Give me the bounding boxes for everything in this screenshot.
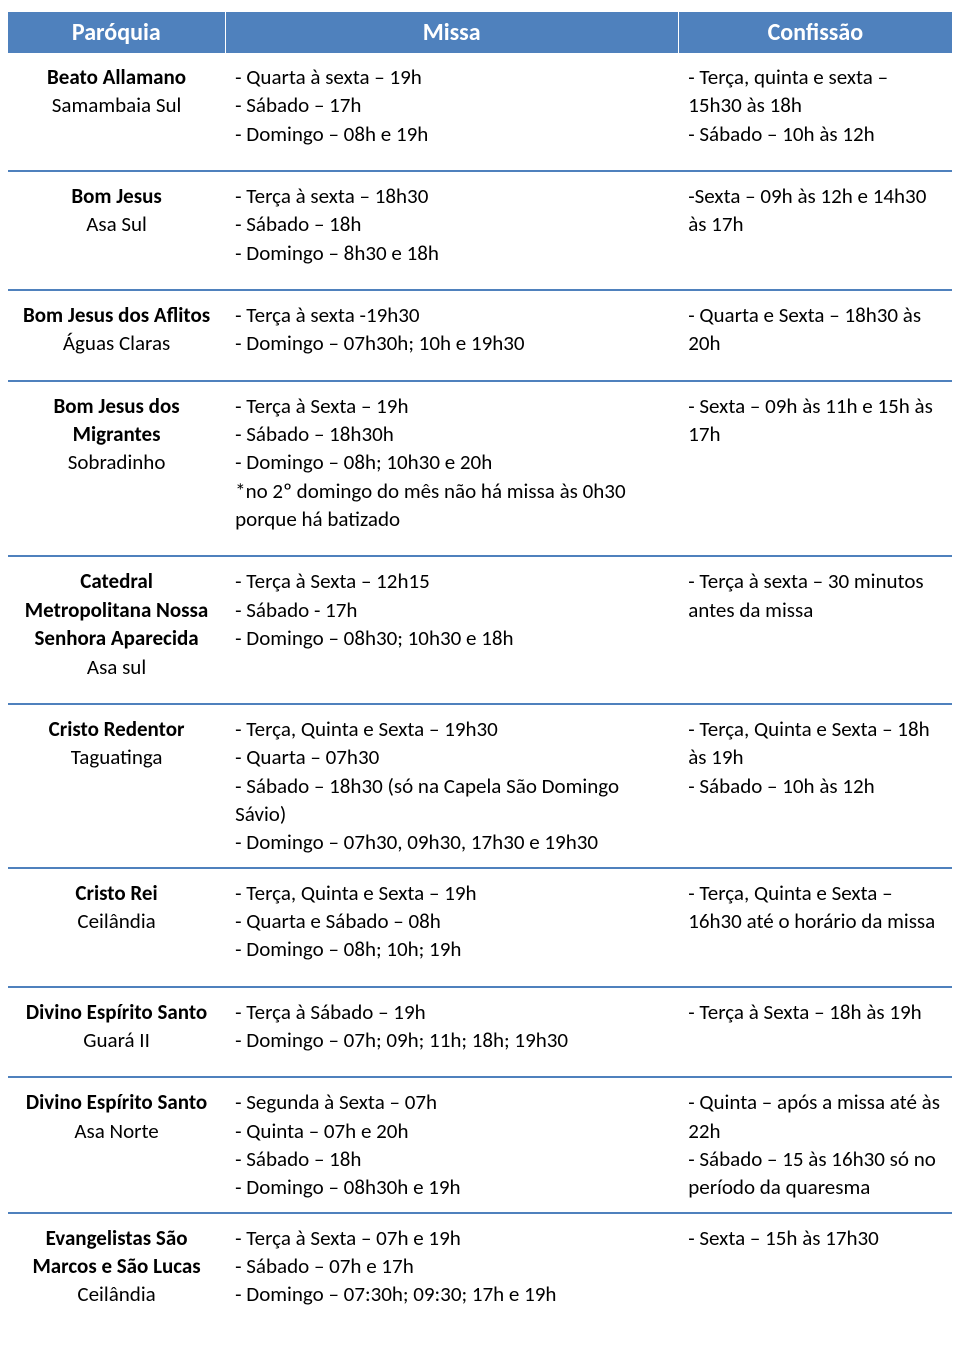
header-missa: Missa: [225, 12, 678, 53]
paroquia-nome: Divino Espírito Santo: [18, 1088, 215, 1116]
header-confissao: Confissão: [678, 12, 952, 53]
table-row: Cristo RedentorTaguatinga- Terça, Quinta…: [8, 704, 952, 868]
cell-missa: - Terça à sexta -19h30 - Domingo – 07h30…: [225, 290, 678, 381]
cell-paroquia: Bom Jesus dos MigrantesSobradinho: [8, 381, 225, 557]
cell-paroquia: Evangelistas São Marcos e São LucasCeilâ…: [8, 1213, 225, 1331]
cell-paroquia: Bom JesusAsa Sul: [8, 171, 225, 290]
paroquia-nome: Bom Jesus dos Aflitos: [18, 301, 215, 329]
paroquia-nome: Beato Allamano: [18, 63, 215, 91]
header-row: Paróquia Missa Confissão: [8, 12, 952, 53]
table-row: Beato AllamanoSamambaia Sul- Quarta à se…: [8, 53, 952, 171]
paroquia-nome: Cristo Rei: [18, 879, 215, 907]
table-row: Evangelistas São Marcos e São LucasCeilâ…: [8, 1213, 952, 1331]
cell-confissao: - Terça, Quinta e Sexta – 18h às 19h - S…: [678, 704, 952, 868]
cell-paroquia: Beato AllamanoSamambaia Sul: [8, 53, 225, 171]
paroquia-nome: Bom Jesus: [18, 182, 215, 210]
cell-missa: - Terça, Quinta e Sexta – 19h - Quarta e…: [225, 868, 678, 987]
cell-confissao: - Quinta – após a missa até às 22h - Sáb…: [678, 1077, 952, 1212]
paroquia-nome: Divino Espírito Santo: [18, 998, 215, 1026]
cell-paroquia: Cristo RedentorTaguatinga: [8, 704, 225, 868]
table-row: Bom Jesus dos MigrantesSobradinho- Terça…: [8, 381, 952, 557]
cell-paroquia: Divino Espírito SantoAsa Norte: [8, 1077, 225, 1212]
cell-confissao: -Sexta – 09h às 12h e 14h30 às 17h: [678, 171, 952, 290]
cell-confissao: - Sexta – 09h às 11h e 15h às 17h: [678, 381, 952, 557]
table-row: Bom JesusAsa Sul- Terça à sexta – 18h30 …: [8, 171, 952, 290]
cell-missa: - Terça à Sexta – 19h - Sábado – 18h30h …: [225, 381, 678, 557]
cell-missa: - Terça à sexta – 18h30 - Sábado – 18h -…: [225, 171, 678, 290]
cell-confissao: - Terça, quinta e sexta – 15h30 às 18h -…: [678, 53, 952, 171]
schedule-table: Paróquia Missa Confissão Beato AllamanoS…: [8, 12, 952, 1331]
cell-paroquia: Bom Jesus dos AflitosÁguas Claras: [8, 290, 225, 381]
paroquia-local: Sobradinho: [18, 448, 215, 476]
paroquia-local: Asa Norte: [18, 1117, 215, 1145]
cell-confissao: - Terça à sexta – 30 minutos antes da mi…: [678, 556, 952, 703]
table-row: Cristo ReiCeilândia- Terça, Quinta e Sex…: [8, 868, 952, 987]
cell-confissao: - Terça, Quinta e Sexta – 16h30 até o ho…: [678, 868, 952, 987]
cell-confissao: - Quarta e Sexta – 18h30 às 20h: [678, 290, 952, 381]
paroquia-local: Ceilândia: [18, 1280, 215, 1308]
cell-missa: - Segunda à Sexta – 07h - Quinta – 07h e…: [225, 1077, 678, 1212]
paroquia-local: Guará II: [18, 1026, 215, 1054]
cell-confissao: - Sexta – 15h às 17h30: [678, 1213, 952, 1331]
paroquia-nome: Cristo Redentor: [18, 715, 215, 743]
cell-confissao: - Terça à Sexta – 18h às 19h: [678, 987, 952, 1078]
cell-paroquia: Catedral Metropolitana Nossa Senhora Apa…: [8, 556, 225, 703]
table-row: Catedral Metropolitana Nossa Senhora Apa…: [8, 556, 952, 703]
paroquia-local: Samambaia Sul: [18, 91, 215, 119]
cell-missa: - Terça à Sexta – 07h e 19h - Sábado – 0…: [225, 1213, 678, 1331]
paroquia-local: Taguatinga: [18, 743, 215, 771]
paroquia-nome: Catedral Metropolitana Nossa Senhora Apa…: [18, 567, 215, 652]
paroquia-local: Ceilândia: [18, 907, 215, 935]
cell-missa: - Terça à Sábado – 19h - Domingo – 07h; …: [225, 987, 678, 1078]
table-row: Divino Espírito SantoGuará II- Terça à S…: [8, 987, 952, 1078]
paroquia-local: Águas Claras: [18, 329, 215, 357]
table-row: Divino Espírito SantoAsa Norte- Segunda …: [8, 1077, 952, 1212]
paroquia-local: Asa Sul: [18, 210, 215, 238]
cell-missa: - Quarta à sexta – 19h - Sábado – 17h - …: [225, 53, 678, 171]
cell-missa: - Terça, Quinta e Sexta – 19h30 - Quarta…: [225, 704, 678, 868]
paroquia-nome: Bom Jesus dos Migrantes: [18, 392, 215, 449]
paroquia-nome: Evangelistas São Marcos e São Lucas: [18, 1224, 215, 1281]
cell-paroquia: Divino Espírito SantoGuará II: [8, 987, 225, 1078]
paroquia-local: Asa sul: [18, 653, 215, 681]
cell-missa: - Terça à Sexta – 12h15 - Sábado - 17h -…: [225, 556, 678, 703]
table-row: Bom Jesus dos AflitosÁguas Claras- Terça…: [8, 290, 952, 381]
header-paroquia: Paróquia: [8, 12, 225, 53]
cell-paroquia: Cristo ReiCeilândia: [8, 868, 225, 987]
